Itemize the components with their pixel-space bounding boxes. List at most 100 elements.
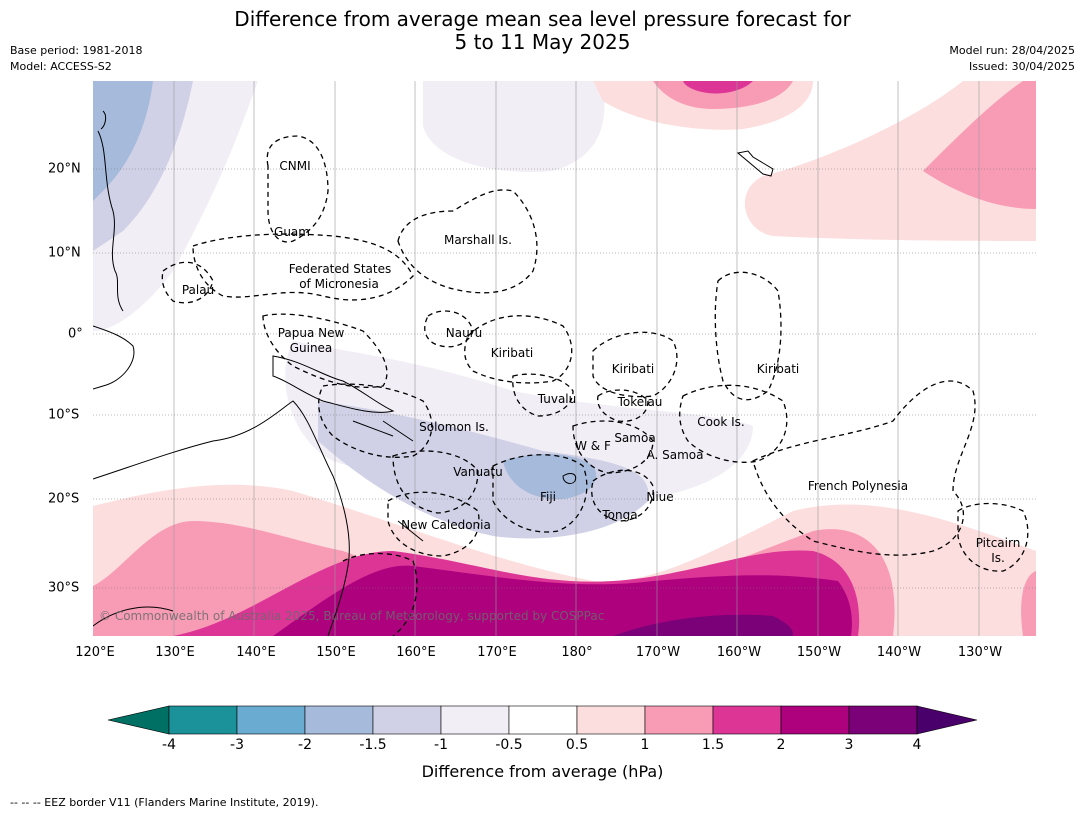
lon-label-140e: 140°E [236, 645, 276, 660]
lon-label-130w: 130°W [957, 645, 1003, 660]
colorbar-segment [848, 705, 918, 735]
copyright-notice: © Commonwealth of Australia 2025, Bureau… [99, 609, 605, 623]
base-period: Base period: 1981-2018 [10, 44, 143, 57]
label-fsm-1: Federated States [289, 262, 391, 276]
cb-tick-neg1: -1 [434, 737, 448, 753]
colorbar-segment [780, 705, 850, 735]
label-pitcairn-1: Pitcairn [976, 536, 1021, 550]
eez-australia [342, 552, 418, 636]
lat-label-10n: 10°N [48, 245, 81, 261]
lat-label-10s: 10°S [48, 407, 80, 423]
lon-label-170e: 170°E [477, 645, 517, 660]
label-kiribati-east: Kiribati [757, 362, 799, 376]
title-line-1: Difference from average mean sea level p… [234, 7, 851, 31]
eez-tuvalu [512, 373, 574, 417]
label-png-1: Papua New [278, 326, 345, 340]
eez-palau [161, 261, 214, 304]
cb-tick-neg1-5: -1.5 [359, 737, 387, 753]
label-kiribati-west: Kiribati [491, 346, 533, 360]
label-tonga: Tonga [601, 508, 637, 522]
colorbar-label: Difference from average (hPa) [421, 762, 664, 781]
coast-new-caledonia [397, 520, 424, 542]
lon-label-150w: 150°W [796, 645, 842, 660]
cb-tick-1: 1 [640, 737, 650, 753]
label-kiribati-central: Kiribati [612, 362, 654, 376]
label-new-caledonia: New Caledonia [401, 518, 491, 532]
cb-tick-4: 4 [912, 737, 922, 753]
contour-neg-1-5-central [503, 454, 597, 500]
colorbar-segment [644, 705, 714, 735]
label-niue: Niue [646, 490, 673, 504]
label-tokelau: Tokelau [617, 395, 663, 409]
cb-tick-3: 3 [844, 737, 854, 753]
eez-cook [679, 384, 788, 463]
contour-neg-2 [93, 81, 153, 201]
contour-neg-1-central [318, 401, 649, 539]
colorbar-segment [440, 705, 510, 735]
label-fsm-2: of Micronesia [299, 277, 379, 291]
colorbar-extend-low [107, 705, 170, 735]
lon-label-150e: 150°E [316, 645, 356, 660]
eez-vanuatu [392, 450, 479, 514]
label-a-samoa: A. Samoa [647, 448, 704, 462]
coast-solomons [352, 420, 414, 442]
region-labels: CNMI Guam Marshall Is. Federated States … [182, 159, 1020, 565]
colorbar-segment [304, 705, 374, 735]
colorbar-segment [236, 705, 306, 735]
cb-tick-neg2: -2 [298, 737, 312, 753]
label-fiji: Fiji [540, 490, 556, 504]
label-cnmi: CNMI [279, 159, 310, 173]
eez-tokelau [597, 389, 649, 422]
cb-tick-0-5: 0.5 [565, 737, 589, 753]
label-png-2: Guinea [290, 341, 333, 355]
eez-legend-note: -- -- -- EEZ border V11 (Flanders Marine… [10, 796, 319, 809]
eez-wallis-futuna-samoa [572, 420, 654, 474]
cb-tick-neg3: -3 [230, 737, 244, 753]
contour-pos-1-5-north [683, 81, 753, 94]
label-vanuatu: Vanuatu [453, 465, 503, 479]
colorbar-segment [508, 705, 578, 735]
coast-new-guinea [272, 355, 395, 413]
eez-french-polynesia [752, 380, 976, 556]
eez-kiribati-central [592, 331, 678, 398]
coast-hawaii [736, 150, 774, 177]
lon-label-170w: 170°W [635, 645, 681, 660]
coast-australia [93, 400, 350, 636]
coast-australia-south [93, 606, 174, 627]
label-solomon: Solomon Is. [419, 420, 489, 434]
cb-tick-2: 2 [776, 737, 786, 753]
lat-label-30s: 30°S [48, 580, 80, 596]
map-svg: CNMI Guam Marshall Is. Federated States … [93, 81, 1036, 636]
contour-neg-1-north [423, 81, 605, 172]
eez-fsm [192, 233, 414, 301]
lon-label-180: 180° [561, 645, 593, 660]
contour-pos-1-ne [923, 81, 1036, 209]
contour-pos-1-north [653, 81, 793, 109]
label-pitcairn-2: Is. [991, 551, 1005, 565]
contour-pos-3-south [613, 614, 793, 636]
label-samoa: Samoa [614, 431, 655, 445]
colorbar-segment [372, 705, 442, 735]
label-tuvalu: Tuvalu [537, 392, 577, 406]
eez-marshall [397, 189, 538, 294]
colorbar-segment [576, 705, 646, 735]
eez-kiribati-west [464, 315, 573, 384]
colorbar-segments [107, 705, 978, 735]
lon-label-130e: 130°E [155, 645, 195, 660]
colorbar-extend-high [916, 705, 978, 735]
label-wf: W & F [575, 439, 611, 453]
pressure-anomaly-map: CNMI Guam Marshall Is. Federated States … [93, 81, 1036, 636]
eez-fiji [492, 454, 588, 533]
label-nauru: Nauru [446, 326, 482, 340]
coast-fiji [562, 473, 577, 484]
label-cook: Cook Is. [697, 415, 744, 429]
label-marshall: Marshall Is. [444, 233, 512, 247]
colorbar-segment [168, 705, 238, 735]
eez-borders [161, 135, 1029, 636]
cb-tick-1-5: 1.5 [701, 737, 725, 753]
lat-label-20s: 20°S [48, 491, 80, 507]
cb-tick-neg0-5: -0.5 [495, 737, 523, 753]
eez-cnmi-guam [266, 135, 329, 243]
lon-label-160e: 160°E [396, 645, 436, 660]
issued-date: Issued: 30/04/2025 [968, 60, 1075, 73]
